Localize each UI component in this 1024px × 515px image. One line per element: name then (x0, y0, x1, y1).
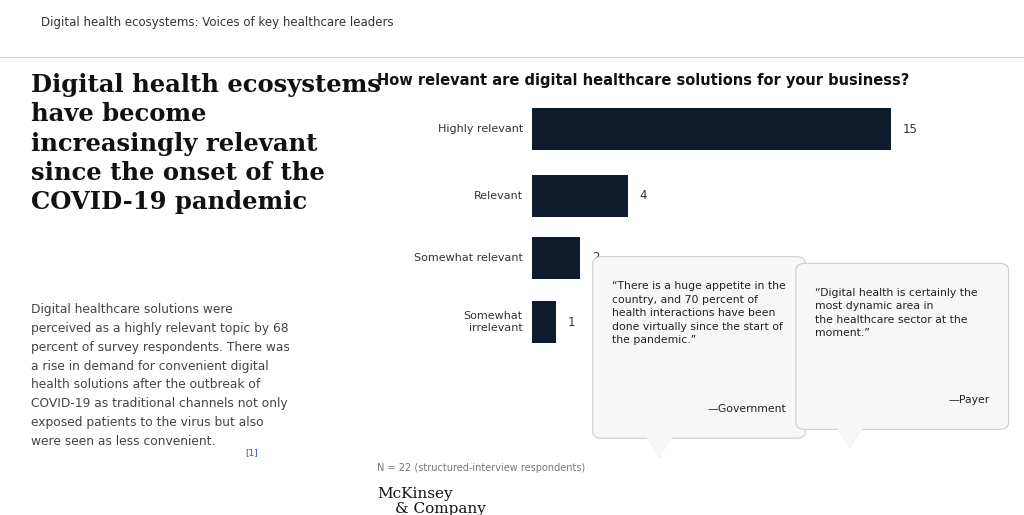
FancyBboxPatch shape (532, 237, 581, 279)
Text: 1: 1 (567, 316, 575, 329)
Text: How relevant are digital healthcare solutions for your business?: How relevant are digital healthcare solu… (377, 73, 909, 88)
FancyBboxPatch shape (593, 256, 805, 438)
Text: 2: 2 (592, 251, 599, 264)
Polygon shape (834, 423, 865, 447)
Text: McKinsey: McKinsey (377, 487, 453, 501)
Text: Digital healthcare solutions were
perceived as a highly relevant topic by 68
per: Digital healthcare solutions were percei… (31, 303, 290, 448)
Polygon shape (643, 432, 675, 456)
Text: 4: 4 (639, 190, 647, 202)
Text: Relevant: Relevant (474, 191, 523, 201)
FancyBboxPatch shape (532, 108, 891, 150)
Text: Highly relevant: Highly relevant (437, 124, 523, 134)
Text: & Company: & Company (394, 503, 485, 515)
FancyBboxPatch shape (796, 263, 1009, 430)
Text: [1]: [1] (245, 449, 258, 457)
Text: “There is a huge appetite in the
country, and 70 percent of
health interactions : “There is a huge appetite in the country… (611, 281, 785, 346)
Text: 15: 15 (902, 123, 918, 136)
Text: —Government: —Government (708, 404, 786, 414)
Text: Digital health ecosystems: Voices of key healthcare leaders: Digital health ecosystems: Voices of key… (41, 16, 393, 29)
Text: Somewhat relevant: Somewhat relevant (414, 253, 523, 263)
Text: “Digital health is certainly the
most dynamic area in
the healthcare sector at t: “Digital health is certainly the most dy… (815, 288, 978, 338)
Text: —Payer: —Payer (948, 395, 989, 405)
Text: N = 22 (structured-interview respondents): N = 22 (structured-interview respondents… (377, 462, 585, 473)
FancyBboxPatch shape (532, 301, 556, 343)
Text: Somewhat
irrelevant: Somewhat irrelevant (464, 311, 523, 333)
FancyBboxPatch shape (532, 175, 628, 217)
Text: Digital health ecosystems
have become
increasingly relevant
since the onset of t: Digital health ecosystems have become in… (31, 73, 381, 214)
